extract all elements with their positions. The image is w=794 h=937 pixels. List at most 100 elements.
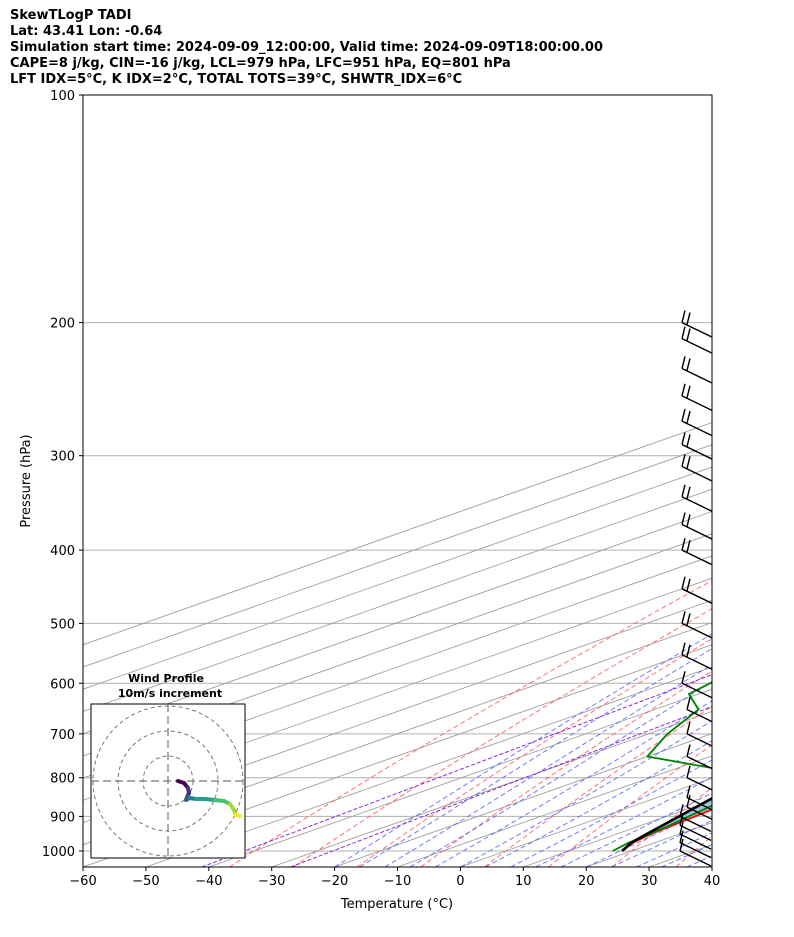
barb-staff — [681, 465, 712, 482]
barb-flag — [681, 512, 686, 525]
barb-flag — [679, 813, 684, 826]
dry-adiabat — [229, 580, 712, 867]
barb-staff — [686, 806, 712, 821]
wind-barb — [681, 611, 712, 639]
inset-subtitle: 10m/s increment — [118, 687, 222, 700]
y-tick-label: 700 — [50, 728, 75, 743]
wind-barb — [681, 326, 712, 354]
y-tick-label: 1000 — [42, 845, 75, 860]
y-tick-label: 100 — [50, 89, 75, 104]
x-tick-label: 40 — [704, 874, 721, 889]
y-axis: 100 200 300 400 500 600 700 800 900 1000 — [42, 89, 83, 860]
x-tick-label: −20 — [321, 874, 348, 889]
barb-flag — [686, 456, 691, 469]
barb-flag — [681, 671, 686, 684]
wind-barb — [681, 383, 712, 412]
wind-barb — [679, 813, 712, 842]
barb-flag — [686, 539, 691, 553]
wind-barb — [681, 408, 712, 437]
dry-adiabat — [356, 638, 712, 867]
isotherm-line — [83, 577, 712, 801]
barb-flag — [681, 383, 686, 397]
x-tick-label: −50 — [132, 874, 159, 889]
barb-staff — [679, 850, 712, 867]
barb-staff — [681, 622, 712, 639]
y-tick-label: 600 — [50, 677, 75, 692]
wind-barb — [681, 356, 712, 384]
x-tick-label: −40 — [195, 874, 222, 889]
barb-staff — [686, 755, 712, 770]
wind-barb — [681, 454, 712, 482]
wind-barb — [686, 721, 712, 747]
barb-flag — [681, 537, 686, 551]
barb-flag — [679, 838, 684, 852]
wind-profile-inset: Wind Profile 10m/s increment — [90, 672, 246, 859]
moist-adiabat — [434, 700, 712, 867]
barb-flag — [681, 611, 686, 624]
x-tick-label: 10 — [515, 874, 532, 889]
barb-staff — [681, 443, 712, 460]
wind-barb — [686, 697, 712, 723]
barb-flag — [686, 697, 691, 710]
barb-flag — [686, 794, 691, 808]
barb-staff — [679, 824, 712, 842]
barb-staff — [686, 733, 712, 747]
barb-flag — [686, 328, 691, 341]
moist-adiabat — [485, 740, 712, 867]
profiles — [612, 681, 712, 852]
barb-flag — [681, 326, 686, 339]
barb-flag — [681, 576, 686, 589]
barb-staff — [686, 708, 712, 723]
barb-staff — [681, 321, 712, 338]
wind-barb — [681, 642, 712, 670]
mixing-ratio-line — [201, 674, 712, 867]
barb-staff — [681, 420, 712, 437]
barb-staff — [679, 842, 712, 859]
wind-barb — [681, 576, 712, 605]
x-tick-label: 20 — [578, 874, 595, 889]
x-axis: −60 −50 −40 −30 −20 −10 0 10 20 30 40 — [69, 867, 720, 889]
hodograph — [91, 704, 245, 858]
barb-staff — [686, 796, 712, 811]
time-line: Simulation start time: 2024-09-09_12:00:… — [10, 40, 603, 55]
wind-barb — [681, 671, 712, 699]
wind-barb — [686, 765, 712, 791]
y-tick-label: 400 — [50, 544, 75, 559]
x-tick-label: 0 — [456, 874, 464, 889]
barb-flag — [686, 410, 691, 424]
x-axis-label: Temperature (°C) — [340, 897, 453, 912]
dry-adiabat — [740, 95, 794, 867]
barb-flag — [681, 432, 686, 445]
isotherm-line — [83, 644, 712, 867]
moist-adiabat — [334, 633, 712, 867]
barb-staff — [681, 395, 712, 412]
barb-flag — [681, 408, 686, 422]
x-tick-label: −30 — [258, 874, 285, 889]
barb-flag — [686, 721, 691, 735]
isotherm-line — [711, 866, 712, 867]
isotherm-line — [775, 95, 794, 867]
barb-flag — [681, 484, 686, 497]
y-axis-label: Pressure (hPa) — [19, 434, 34, 527]
barb-flag — [679, 804, 684, 817]
barb-flag — [686, 434, 691, 447]
barb-flag — [686, 613, 691, 626]
dry-adiabat — [484, 705, 712, 867]
chart-header: SkewTLogP TADI Lat: 43.41 Lon: -0.64 Sim… — [10, 8, 603, 88]
y-tick-label: 500 — [50, 617, 75, 632]
barb-staff — [681, 588, 712, 605]
moist-adiabat — [560, 792, 712, 867]
wind-barb — [686, 794, 712, 821]
barb-flag — [681, 310, 686, 323]
moist-adiabat — [510, 759, 712, 867]
barb-staff — [681, 654, 712, 670]
x-tick-label: −10 — [384, 874, 411, 889]
barb-staff — [679, 815, 712, 833]
wind-barb — [681, 310, 712, 338]
y-tick-label: 800 — [50, 772, 75, 787]
wind-barb — [681, 537, 712, 566]
wind-barb — [679, 830, 712, 859]
barb-flag — [686, 514, 691, 527]
barb-flag — [681, 642, 686, 655]
